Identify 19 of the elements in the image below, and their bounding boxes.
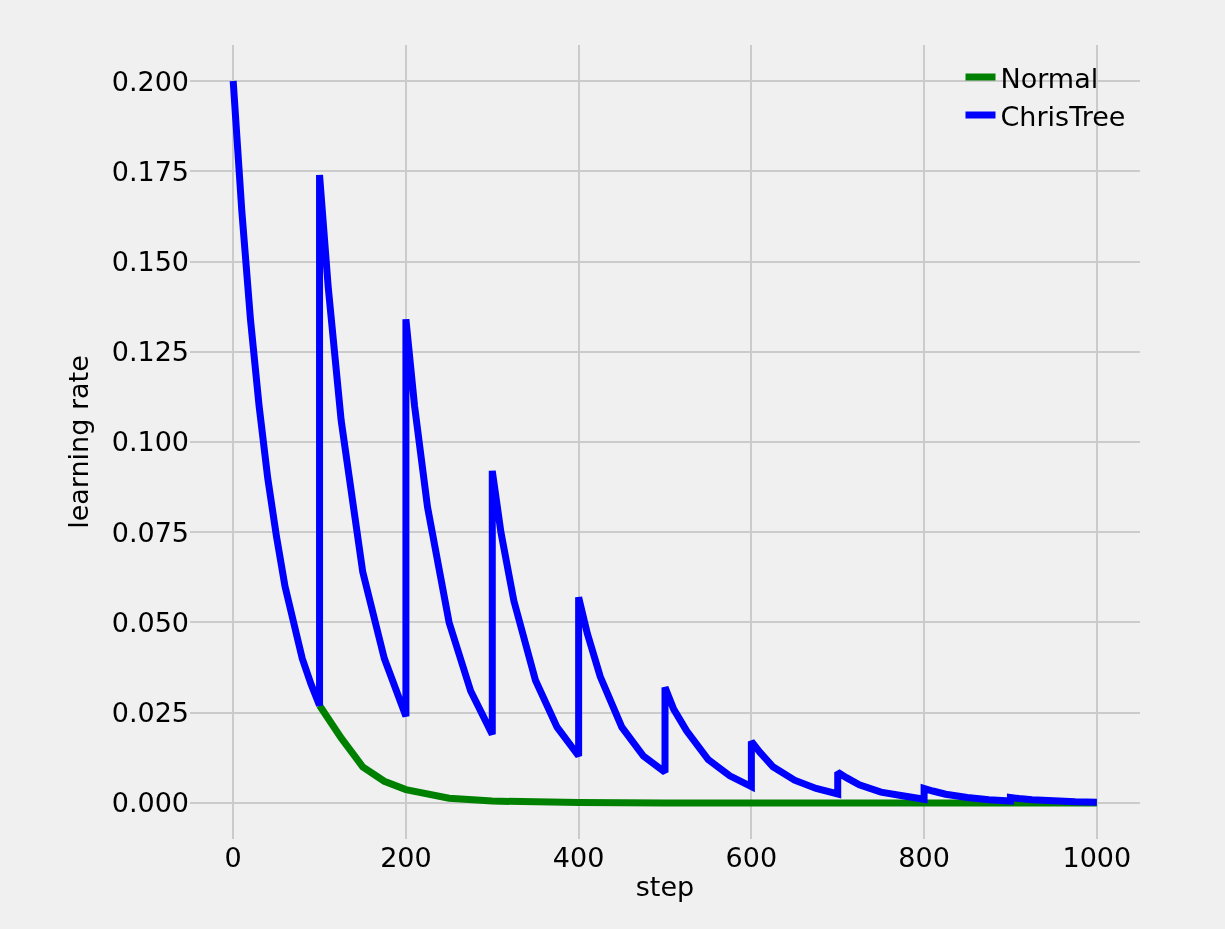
x-tick-label: 600	[725, 842, 778, 873]
y-axis-title: learning rate	[62, 355, 94, 529]
y-tick-label: 0.000	[111, 787, 189, 819]
x-axis-title: step	[635, 871, 695, 903]
y-tick-label: 0.075	[111, 516, 189, 548]
y-tick-label: 0.100	[111, 426, 189, 458]
x-tick-label: 1000	[1062, 842, 1132, 873]
y-tick-label: 0.025	[111, 697, 189, 729]
y-tick-label: 0.175	[111, 155, 189, 187]
y-tick-label: 0.200	[111, 65, 189, 97]
x-tick-label: 800	[898, 842, 950, 873]
x-tick-label: 200	[380, 842, 432, 873]
legend-label: Normal	[1000, 62, 1099, 94]
x-tick-label: 0	[224, 842, 242, 873]
y-tick-label: 0.050	[111, 606, 189, 638]
y-tick-label: 0.125	[111, 336, 189, 368]
legend-label: ChrisTree	[1000, 100, 1126, 132]
y-tick-label: 0.150	[111, 246, 189, 277]
x-tick-label: 400	[552, 842, 605, 873]
